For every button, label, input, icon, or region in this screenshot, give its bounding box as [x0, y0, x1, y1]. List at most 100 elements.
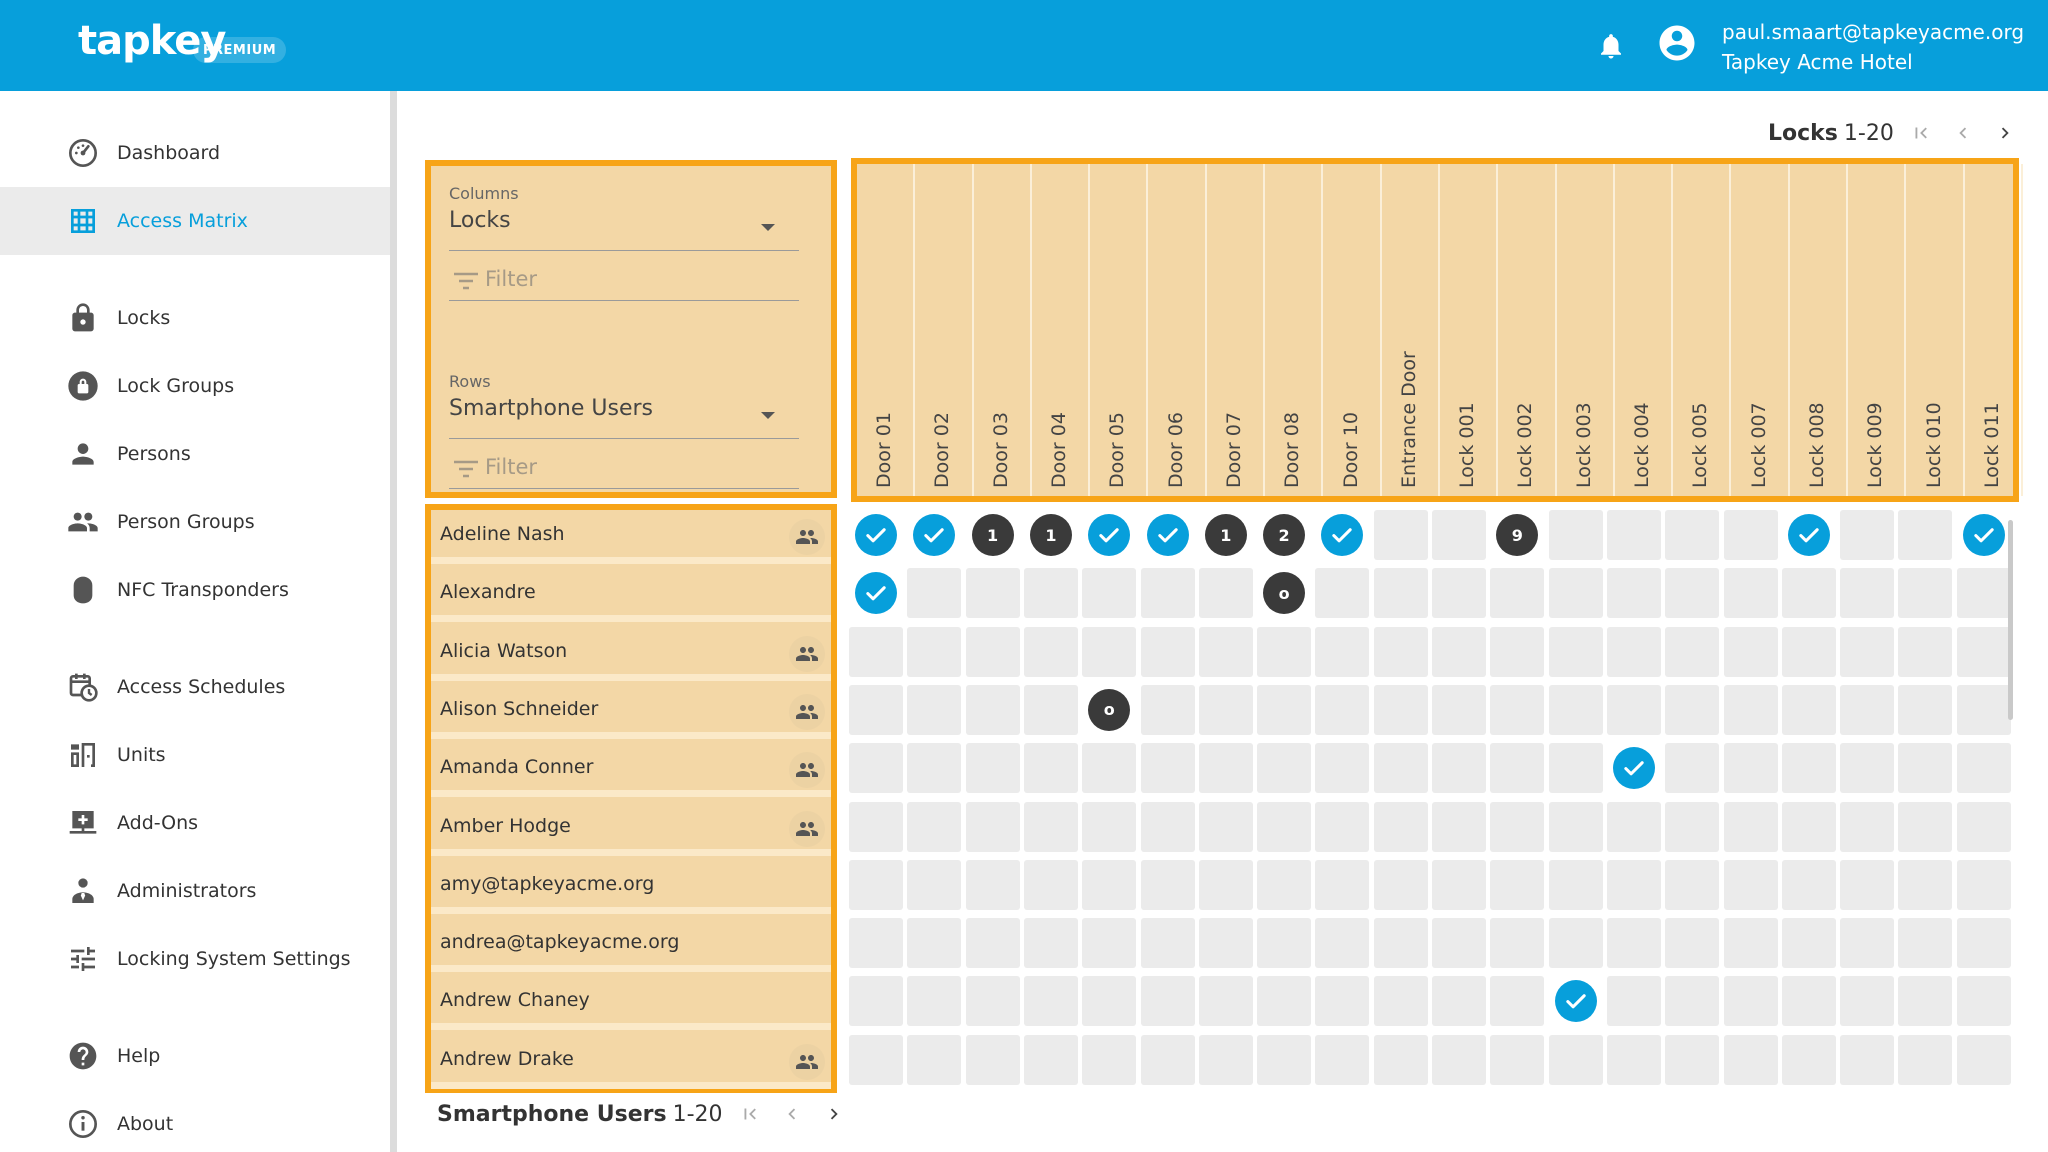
matrix-cell[interactable]: [1898, 626, 1953, 677]
matrix-cell[interactable]: [1140, 743, 1195, 794]
matrix-cell[interactable]: [1315, 859, 1370, 910]
matrix-cell[interactable]: [849, 510, 903, 560]
matrix-cell[interactable]: [1898, 743, 1953, 794]
matrix-cell[interactable]: [1549, 976, 1603, 1026]
matrix-cell[interactable]: [1490, 859, 1545, 910]
matrix-cell[interactable]: [1023, 859, 1078, 910]
matrix-cell[interactable]: [1548, 918, 1603, 969]
column-header-lock-005[interactable]: Lock 005: [1673, 164, 1732, 496]
matrix-cell[interactable]: [849, 568, 903, 618]
matrix-cell[interactable]: [1315, 801, 1370, 852]
sidebar-item-persons[interactable]: Persons: [0, 420, 390, 488]
matrix-cell[interactable]: [1606, 510, 1661, 560]
column-header-lock-002[interactable]: Lock 002: [1498, 164, 1557, 496]
matrix-cell[interactable]: [1432, 1034, 1486, 1085]
matrix-cell[interactable]: [1373, 976, 1428, 1027]
matrix-cell[interactable]: [1723, 801, 1778, 852]
matrix-cell[interactable]: [965, 918, 1020, 969]
matrix-cell[interactable]: [1315, 1034, 1370, 1085]
columns-filter-input[interactable]: Filter: [485, 267, 538, 291]
matrix-cell[interactable]: [907, 918, 962, 969]
matrix-cell[interactable]: [1548, 859, 1603, 910]
matrix-cell[interactable]: [849, 918, 903, 969]
column-header-lock-007[interactable]: Lock 007: [1732, 164, 1790, 496]
matrix-cell[interactable]: [1082, 568, 1137, 619]
matrix-cell[interactable]: [1257, 801, 1312, 852]
matrix-cell[interactable]: [1140, 568, 1195, 619]
matrix-cell[interactable]: [907, 743, 962, 794]
sidebar-item-person-groups[interactable]: Person Groups: [0, 488, 390, 556]
sidebar-item-add-ons[interactable]: Add-Ons: [0, 789, 390, 857]
column-header-door-02[interactable]: Door 02: [915, 164, 974, 496]
matrix-cell[interactable]: [1723, 510, 1778, 560]
matrix-cell[interactable]: [1665, 918, 1720, 969]
matrix-cell[interactable]: [1082, 626, 1137, 677]
matrix-cell[interactable]: [1665, 976, 1720, 1027]
row-header[interactable]: Andrew Drake: [431, 1037, 831, 1089]
matrix-cell[interactable]: [1198, 918, 1253, 969]
matrix-cell[interactable]: [965, 626, 1020, 677]
matrix-cell[interactable]: [1957, 510, 2011, 560]
column-header-door-07[interactable]: Door 07: [1207, 164, 1266, 496]
matrix-cell[interactable]: [1956, 684, 2011, 735]
row-header[interactable]: Amanda Conner: [431, 746, 831, 798]
matrix-cell[interactable]: [1315, 626, 1370, 677]
matrix-cell[interactable]: [1373, 510, 1428, 560]
previous-page-icon[interactable]: [1948, 118, 1978, 148]
matrix-cell[interactable]: [1840, 859, 1895, 910]
organization-name[interactable]: Tapkey Acme Hotel: [1722, 50, 1913, 74]
group-members-icon[interactable]: [789, 1043, 825, 1080]
matrix-cell[interactable]: [1257, 684, 1312, 735]
column-header-lock-004[interactable]: Lock 004: [1615, 164, 1674, 496]
matrix-cell[interactable]: [1606, 1034, 1661, 1085]
matrix-cell[interactable]: [849, 801, 903, 852]
sidebar-item-units[interactable]: Units: [0, 721, 390, 789]
chevron-down-icon[interactable]: [761, 224, 775, 231]
matrix-cell[interactable]: [1606, 801, 1661, 852]
row-header[interactable]: amy@tapkeyacme.org: [431, 862, 831, 914]
matrix-cell[interactable]: [1723, 1034, 1778, 1085]
matrix-cell[interactable]: [965, 801, 1020, 852]
matrix-cell[interactable]: [1315, 510, 1369, 560]
matrix-cell[interactable]: [1956, 626, 2011, 677]
row-header[interactable]: Adeline Nash: [431, 513, 831, 564]
matrix-cell[interactable]: [907, 801, 962, 852]
matrix-cell[interactable]: [1606, 976, 1661, 1027]
matrix-cell[interactable]: [1140, 918, 1195, 969]
next-page-icon[interactable]: [819, 1099, 849, 1129]
columns-select[interactable]: Locks: [449, 208, 511, 233]
matrix-cell[interactable]: [965, 568, 1020, 619]
sidebar-item-access-matrix[interactable]: Access Matrix: [0, 187, 390, 255]
matrix-cell[interactable]: [1373, 684, 1428, 735]
matrix-cell[interactable]: [1898, 568, 1953, 619]
matrix-cell[interactable]: [1140, 1034, 1195, 1085]
matrix-cell[interactable]: [1548, 626, 1603, 677]
matrix-cell[interactable]: 1: [1024, 510, 1078, 560]
previous-page-icon[interactable]: [777, 1099, 807, 1129]
matrix-cell[interactable]: [907, 568, 962, 619]
matrix-cell[interactable]: [1548, 684, 1603, 735]
matrix-cell[interactable]: [1023, 743, 1078, 794]
matrix-cell[interactable]: [1665, 801, 1720, 852]
matrix-cell[interactable]: [1082, 801, 1137, 852]
matrix-cell[interactable]: [1198, 801, 1253, 852]
first-page-icon[interactable]: [735, 1099, 765, 1129]
matrix-cell[interactable]: [1840, 918, 1895, 969]
tapkey-logo[interactable]: tapkey: [78, 18, 226, 64]
sidebar-item-dashboard[interactable]: Dashboard: [0, 119, 390, 187]
vertical-scrollbar[interactable]: [2008, 520, 2013, 720]
matrix-cell[interactable]: [1548, 510, 1603, 560]
matrix-cell[interactable]: [1082, 510, 1136, 560]
matrix-cell[interactable]: [1956, 1034, 2011, 1085]
matrix-cell[interactable]: [1082, 859, 1137, 910]
sidebar-item-help[interactable]: Help: [0, 1022, 390, 1090]
matrix-cell[interactable]: [965, 976, 1020, 1027]
matrix-cell[interactable]: [1723, 976, 1778, 1027]
matrix-cell[interactable]: [1082, 1034, 1137, 1085]
matrix-cell[interactable]: [965, 684, 1020, 735]
matrix-cell[interactable]: [1548, 801, 1603, 852]
matrix-cell[interactable]: [1956, 568, 2011, 619]
matrix-cell[interactable]: [1140, 684, 1195, 735]
matrix-cell[interactable]: [1140, 626, 1195, 677]
matrix-cell[interactable]: [1373, 626, 1428, 677]
